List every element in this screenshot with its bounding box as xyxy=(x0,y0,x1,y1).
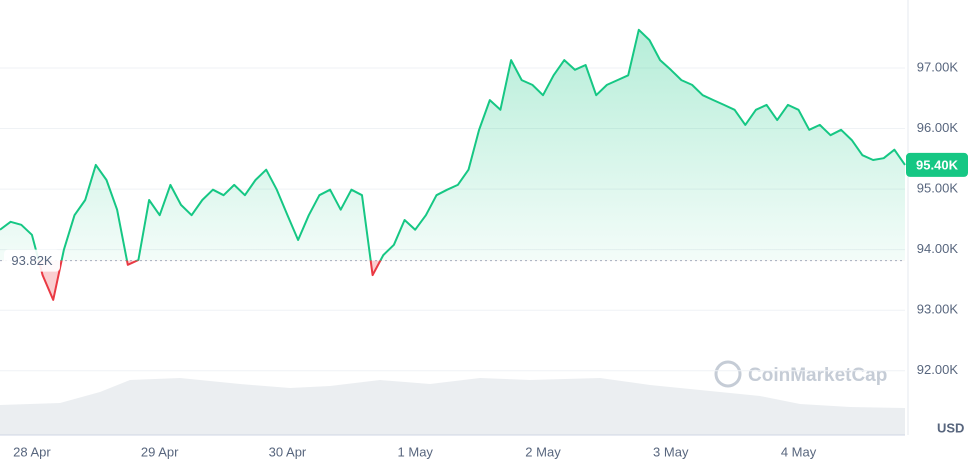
x-tick-label: 4 May xyxy=(781,444,817,459)
price-area xyxy=(0,29,905,300)
y-unit: USD xyxy=(937,420,964,435)
y-tick-label: 93.00K xyxy=(917,302,959,317)
x-tick-label: 29 Apr xyxy=(141,444,179,459)
last-price-box xyxy=(906,152,968,177)
volume-area xyxy=(0,378,905,435)
y-tick-label: 95.00K xyxy=(917,181,959,196)
x-tick-label: 2 May xyxy=(525,444,561,459)
price-line xyxy=(0,28,906,301)
x-tick-label: 3 May xyxy=(653,444,689,459)
y-tick-label: 92.00K xyxy=(917,362,959,377)
reference-label-box xyxy=(4,249,60,272)
watermark-text: CoinMarketCap xyxy=(748,365,887,386)
reference-label: 93.82K xyxy=(11,253,53,268)
x-tick-label: 30 Apr xyxy=(269,444,307,459)
y-tick-label: 97.00K xyxy=(917,59,959,74)
x-tick-label: 1 May xyxy=(398,444,434,459)
y-tick-label: 96.00K xyxy=(917,120,959,135)
last-price-label: 95.40K xyxy=(916,157,959,172)
x-tick-label: 28 Apr xyxy=(13,444,51,459)
watermark: CoinMarketCap xyxy=(714,360,887,388)
y-tick-label: 94.00K xyxy=(917,241,959,256)
